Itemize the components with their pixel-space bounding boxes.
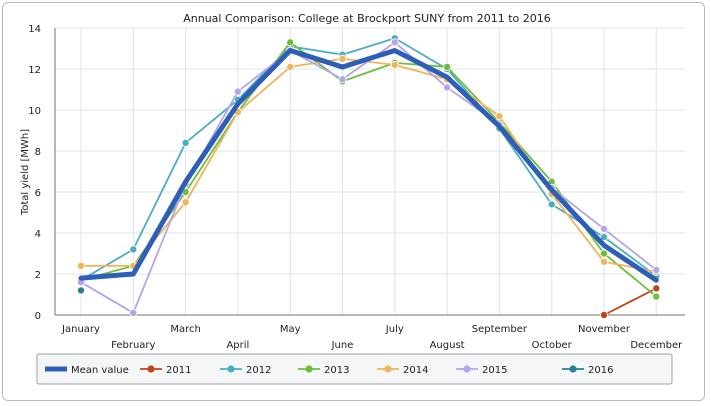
data-point [443,83,452,92]
legend-marker [569,365,577,373]
legend-item: 2013 [298,365,349,376]
legend-item: 2016 [562,365,613,376]
y-tick-label: 10 [28,106,41,117]
x-tick-label: October [532,340,573,351]
legend-marker [463,365,471,373]
y-tick-label: 0 [35,311,41,322]
legend-label: 2013 [324,365,349,376]
legend-item: 2011 [140,365,191,376]
data-point [286,38,295,47]
axes: 0 2 4 6 8 10 12 14 January February March April May J… [28,24,685,351]
legend-label: 2015 [482,365,507,376]
x-tick-label: January [61,324,100,335]
legend-label: 2016 [588,365,613,376]
data-point [495,112,504,121]
data-point [338,54,347,63]
data-point [600,249,609,258]
legend-label: 2011 [166,365,191,376]
legend-item: 2014 [377,365,428,376]
data-point [338,75,347,84]
data-point [181,198,190,207]
mean-value-line [78,48,659,283]
y-tick-label: 14 [28,24,41,35]
series-line [603,287,658,316]
series-line [80,41,658,298]
legend: Mean value 2011 2012 2013 2014 2015 2016 [36,353,673,385]
data-point [652,292,661,301]
data-point [181,138,190,147]
series-2011 [600,284,661,319]
series-group [77,34,661,319]
y-tick-label: 2 [35,270,41,281]
legend-marker [305,365,313,373]
legend-marker [384,365,392,373]
legend-item: 2012 [220,365,271,376]
data-point [600,233,609,242]
y-axis-label: Total yield [MWh] [20,129,31,216]
y-tick-label: 6 [35,188,41,199]
x-tick-label: June [331,340,354,351]
data-point [547,200,556,209]
data-point [129,308,138,317]
y-tick-label: 8 [35,147,41,158]
series-2014 [77,54,661,276]
x-tick-label: September [472,324,528,335]
data-point [286,62,295,71]
x-tick-label: April [226,340,249,351]
data-point [233,87,242,96]
legend-label: 2012 [246,365,271,376]
legend-box [36,353,673,385]
data-point [77,261,86,270]
data-point [600,257,609,266]
series-2015 [77,38,661,317]
series-mean-value [78,48,659,283]
x-tick-label: July [385,324,404,335]
data-point [600,224,609,233]
legend-marker [227,365,235,373]
legend-label: 2014 [403,365,428,376]
legend-marker [147,365,155,373]
x-tick-label: August [430,340,465,351]
x-tick-label: November [578,324,631,335]
data-point [390,60,399,69]
data-point [77,286,86,295]
data-point [390,38,399,47]
y-tick-label: 12 [28,65,41,76]
chart-title: Annual Comparison: College at Brockport … [183,12,551,25]
data-point [652,284,661,293]
series-line [80,57,658,273]
series-2016 [77,286,86,295]
data-point [443,62,452,71]
y-tick-label: 4 [35,229,41,240]
legend-item: Mean value [45,365,129,376]
x-tick-label: December [630,340,683,351]
x-tick-label: May [280,324,301,335]
data-point [129,245,138,254]
series-line [80,37,658,282]
data-point [600,310,609,319]
data-point [652,265,661,274]
x-tick-label: March [170,324,200,335]
legend-item: 2015 [456,365,507,376]
series-2013 [77,38,661,301]
legend-label: Mean value [71,365,129,376]
x-tick-label: February [111,340,155,351]
series-line [80,41,658,314]
